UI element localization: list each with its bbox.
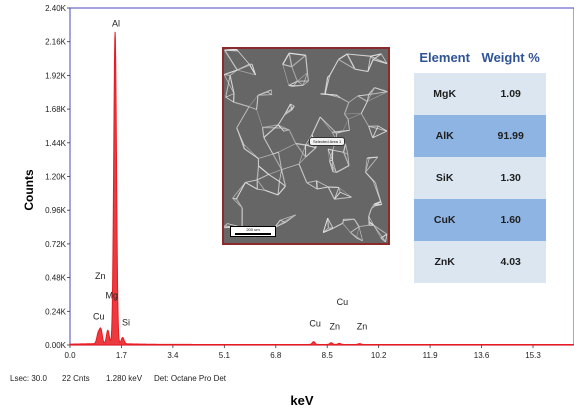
x-tick-label: 13.6 bbox=[474, 351, 490, 360]
x-axis-title: keV bbox=[290, 393, 313, 408]
cell-element: ZnK bbox=[414, 241, 476, 283]
x-tick-label: 0.0 bbox=[64, 351, 76, 360]
sem-micrograph-inset: Selected Area 1 200 um bbox=[222, 47, 390, 245]
table-row: ZnK 4.03 bbox=[414, 241, 546, 283]
peak-label: Zn bbox=[330, 322, 341, 332]
cell-element: MgK bbox=[414, 73, 476, 115]
table-row: CuK 1.60 bbox=[414, 199, 546, 241]
x-tick-label: 11.9 bbox=[423, 351, 439, 360]
y-tick-label: 1.20K bbox=[45, 173, 67, 182]
cell-weight: 1.30 bbox=[475, 157, 546, 199]
y-axis-title: Counts bbox=[22, 169, 36, 211]
y-tick-label: 0.00K bbox=[45, 341, 67, 350]
peak-label: Cu bbox=[309, 319, 321, 329]
cell-weight: 91.99 bbox=[475, 115, 546, 157]
y-tick-label: 0.24K bbox=[45, 307, 67, 316]
y-axis-ticks: 0.00K 0.24K 0.48K 0.72K 0.96K 1.20K 1.44K 1.68K… bbox=[45, 4, 70, 350]
x-tick-label: 15.3 bbox=[525, 351, 541, 360]
x-tick-label: 5.1 bbox=[219, 351, 231, 360]
table-row: SiK 1.30 bbox=[414, 157, 546, 199]
footer-lsec: Lsec: 30.0 bbox=[10, 374, 47, 383]
header-weight: Weight % bbox=[475, 42, 546, 73]
y-tick-label: 1.68K bbox=[45, 105, 67, 114]
cell-element: SiK bbox=[414, 157, 476, 199]
cell-element: AlK bbox=[414, 115, 476, 157]
scale-bar: 200 um bbox=[230, 226, 276, 237]
scale-bar-line bbox=[235, 233, 271, 235]
selected-area-label: Selected Area 1 bbox=[309, 137, 346, 146]
cell-weight: 4.03 bbox=[475, 241, 546, 283]
table-row: MgK 1.09 bbox=[414, 73, 546, 115]
x-tick-label: 8.5 bbox=[322, 351, 334, 360]
y-tick-label: 1.44K bbox=[45, 139, 67, 148]
footer-detector: Det: Octane Pro Det bbox=[154, 374, 227, 383]
y-tick-label: 1.92K bbox=[45, 71, 67, 80]
x-tick-label: 1.7 bbox=[116, 351, 128, 360]
peak-label: Mg bbox=[106, 291, 119, 301]
x-tick-label: 3.4 bbox=[167, 351, 179, 360]
peak-label: Cu bbox=[93, 312, 105, 322]
peak-label: Zn bbox=[357, 322, 368, 332]
cell-element: CuK bbox=[414, 199, 476, 241]
spectrum-line bbox=[69, 31, 574, 346]
footer-counts: 22 Cnts bbox=[62, 374, 90, 383]
table-header-row: Element Weight % bbox=[414, 42, 546, 73]
x-tick-label: 6.8 bbox=[270, 351, 282, 360]
footer-energy: 1.280 keV bbox=[106, 374, 143, 383]
peak-label: Al bbox=[112, 18, 120, 28]
y-tick-label: 0.72K bbox=[45, 240, 67, 249]
cell-weight: 1.60 bbox=[475, 199, 546, 241]
y-tick-label: 0.96K bbox=[45, 206, 67, 215]
peak-label: Zn bbox=[95, 271, 106, 281]
y-tick-label: 2.40K bbox=[45, 4, 67, 13]
x-axis-ticks: 0.0 1.7 3.4 5.1 6.8 8.5 10.2 11.9 13.6 15.3 bbox=[64, 345, 541, 360]
y-tick-label: 0.48K bbox=[45, 274, 67, 283]
header-element: Element bbox=[414, 42, 476, 73]
peak-label: Cu bbox=[337, 297, 349, 307]
y-tick-label: 2.16K bbox=[45, 38, 67, 47]
cell-weight: 1.09 bbox=[475, 73, 546, 115]
x-tick-label: 10.2 bbox=[371, 351, 387, 360]
sem-micrograph-image bbox=[224, 49, 388, 243]
peak-label: Si bbox=[122, 317, 130, 327]
composition-table: Element Weight % MgK 1.09 AlK 91.99 SiK … bbox=[414, 42, 546, 283]
table-row: AlK 91.99 bbox=[414, 115, 546, 157]
scale-bar-text: 200 um bbox=[246, 227, 260, 232]
